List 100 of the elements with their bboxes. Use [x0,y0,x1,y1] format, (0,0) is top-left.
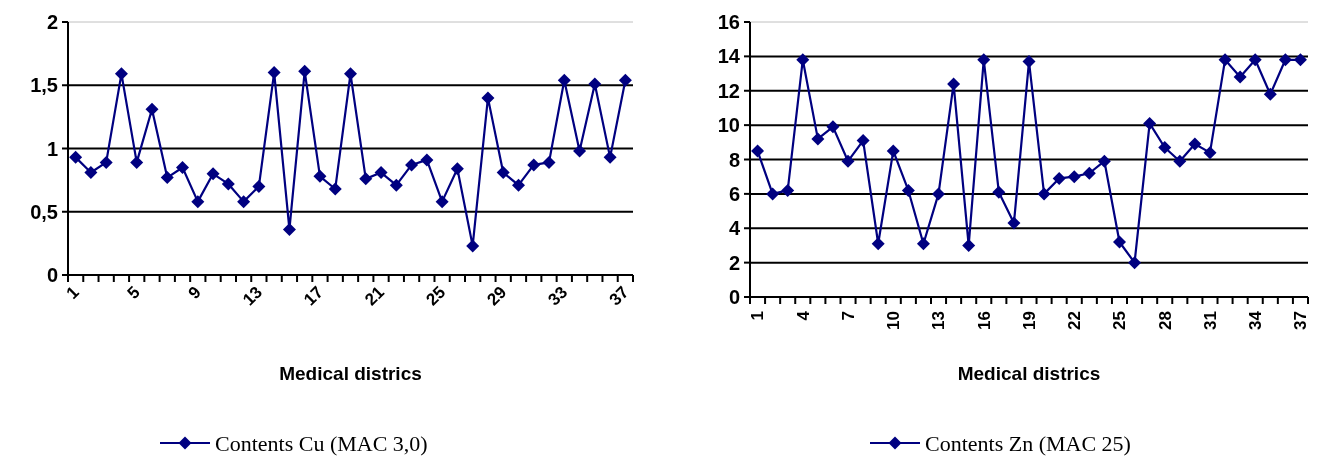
y-tick-label: 1 [46,137,58,160]
x-tick-label: 1 [62,282,83,303]
point [84,166,98,180]
x-tick-label: 1 [748,311,768,321]
x-axis-title: Medical districs [957,363,1101,384]
x-tick-label: 28 [1155,311,1175,330]
y-tick-label: 12 [717,79,740,102]
point [781,183,795,197]
point [298,64,312,78]
point [252,179,266,193]
point [405,158,419,172]
point [206,167,220,181]
x-tick-label: 17 [300,282,327,310]
point [901,183,915,197]
point [1203,146,1217,160]
point [826,120,840,134]
x-tick-label: 21 [361,282,389,310]
x-tick-label: 19 [1019,311,1039,330]
x-tick-label: 7 [838,311,858,321]
x-tick-label: 33 [544,282,572,310]
point [588,77,602,91]
point [751,144,765,158]
point [1143,116,1157,130]
point [69,150,83,164]
point [603,150,617,164]
y-tick-label: 0 [46,264,58,286]
point [1173,154,1187,168]
x-tick-label: 13 [239,282,266,310]
legend-label: Contents Zn (MAC 25) [925,430,1131,456]
y-tick-label: 6 [728,182,740,205]
point [557,73,571,87]
point [618,73,632,87]
x-axis-title: Medical districs [279,363,422,384]
point [886,144,900,158]
y-tick-label: 0,5 [30,200,58,223]
point [466,239,480,253]
point [160,171,174,185]
point [99,155,113,169]
x-tick-label: 29 [483,282,511,310]
point [932,187,946,201]
point [1022,55,1036,69]
point [1128,256,1142,270]
point [313,169,327,183]
x-tick-label: 34 [1246,310,1266,330]
x-tick-label: 4 [793,310,813,321]
point [1158,140,1172,154]
point [481,91,495,105]
point [1188,137,1202,151]
y-tick-label: 8 [728,148,740,171]
x-tick-label: 25 [1110,311,1130,330]
point [1112,235,1126,249]
point [1293,53,1307,67]
point [1082,166,1096,180]
point [130,155,144,169]
x-tick-label: 37 [605,282,633,310]
legend-label: Contents Cu (MAC 3,0) [215,430,428,456]
point [435,195,449,209]
point [1037,187,1051,201]
point [1007,216,1021,230]
y-tick-label: 2 [46,11,58,33]
x-tick-label: 5 [123,282,144,303]
point [267,66,281,80]
point [237,195,251,209]
x-tick-label: 16 [974,311,994,330]
point [527,158,541,172]
point [796,53,810,67]
point [344,67,357,81]
y-tick-label: 1,5 [30,74,58,97]
point [496,166,510,180]
x-tick-label: 37 [1291,311,1311,330]
point [871,237,885,251]
point [191,195,205,209]
point [947,77,961,91]
point [221,177,235,191]
point [328,182,342,196]
point [282,222,296,236]
point [992,185,1006,199]
y-tick-label: 0 [728,286,740,308]
y-tick-label: 4 [728,217,741,240]
point [1278,53,1292,67]
x-tick-label: 22 [1065,311,1085,330]
point [1233,70,1247,84]
y-tick-label: 2 [728,251,740,274]
point [374,166,388,180]
point [811,132,825,146]
point [1218,53,1232,67]
point [1263,87,1277,101]
point [766,187,780,201]
y-tick-label: 10 [717,114,740,137]
point [359,172,373,186]
point [573,144,587,158]
point [916,237,930,251]
x-tick-label: 10 [884,311,904,330]
point [542,155,556,169]
x-tick-label: 25 [422,282,450,310]
point [114,67,128,81]
point [420,153,434,167]
y-tick-label: 16 [717,11,740,33]
point [511,178,525,192]
x-tick-label: 13 [929,311,949,330]
